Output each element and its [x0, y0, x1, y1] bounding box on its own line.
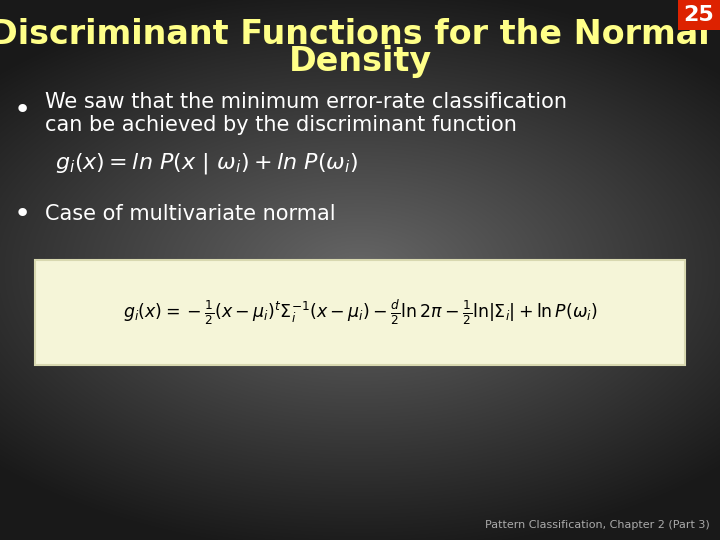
Text: We saw that the minimum error-rate classification: We saw that the minimum error-rate class… — [45, 92, 567, 112]
Text: Case of multivariate normal: Case of multivariate normal — [45, 204, 336, 224]
Text: •: • — [14, 200, 31, 228]
Bar — [35, 260, 685, 365]
Text: 25: 25 — [683, 5, 714, 25]
Text: Discriminant Functions for the Normal: Discriminant Functions for the Normal — [0, 18, 710, 51]
Text: •: • — [14, 96, 31, 124]
Text: $g_i(x) = \mathit{ln}\ P(x\ |\ \omega_i) + \mathit{ln}\ P(\omega_i)$: $g_i(x) = \mathit{ln}\ P(x\ |\ \omega_i)… — [55, 151, 358, 176]
Bar — [678, 0, 720, 30]
Text: Pattern Classification, Chapter 2 (Part 3): Pattern Classification, Chapter 2 (Part … — [485, 520, 710, 530]
Text: can be achieved by the discriminant function: can be achieved by the discriminant func… — [45, 115, 517, 135]
Text: $g_i(x) = -\frac{1}{2}(x-\mu_i)^t \Sigma_i^{-1}(x-\mu_i) - \frac{d}{2}\ln 2\pi -: $g_i(x) = -\frac{1}{2}(x-\mu_i)^t \Sigma… — [122, 298, 598, 327]
Text: Density: Density — [289, 45, 431, 78]
